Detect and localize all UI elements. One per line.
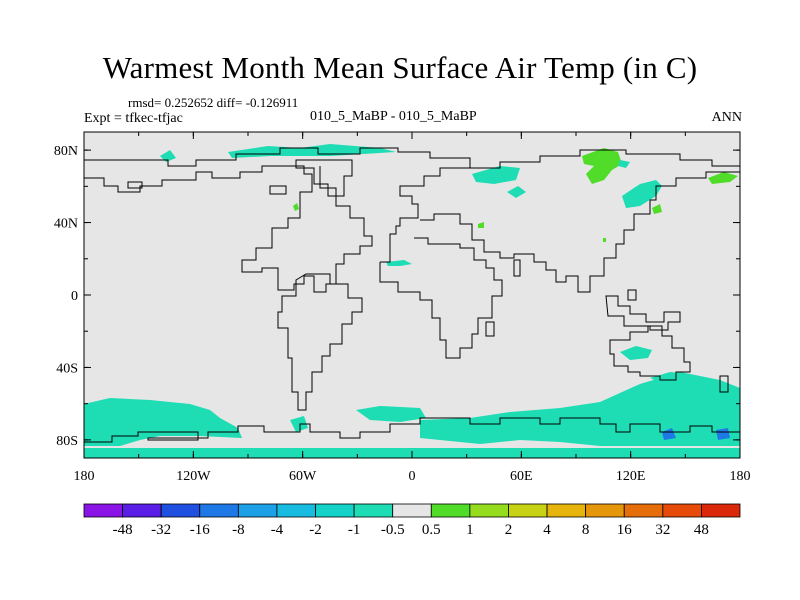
lat-tick-label: 40S [56, 361, 78, 376]
lon-tick-label: 120E [616, 469, 646, 484]
colorbar-label: -2 [309, 522, 322, 538]
colorbar-label: -8 [232, 522, 245, 538]
anomaly-patch [290, 416, 308, 432]
anomaly-patch [386, 260, 412, 266]
colorbar-label: -48 [113, 522, 133, 538]
colorbar-label: -0.5 [381, 522, 405, 538]
colorbar-swatch [83, 503, 123, 518]
colorbar-label: 16 [617, 522, 633, 538]
colorbar-swatch [392, 503, 432, 518]
lon-tick-label: 120W [176, 469, 211, 484]
anomaly-patch [582, 148, 622, 184]
anomaly-patch [652, 204, 662, 214]
plot-title: Warmest Month Mean Surface Air Temp (in … [102, 50, 698, 85]
coastline [380, 167, 470, 263]
experiment-label: Expt = tfkec-tfjac [84, 111, 183, 126]
coastline [84, 165, 373, 293]
lat-tick-label: 80S [56, 434, 78, 449]
coastline [277, 273, 363, 411]
anomaly-patch [160, 150, 176, 162]
coastline [84, 417, 740, 443]
period-label: ANN [711, 110, 742, 125]
coastline [609, 325, 691, 381]
anomaly-patch [708, 172, 738, 184]
anomaly-patch [356, 406, 426, 422]
lon-tick-label: 0 [409, 469, 416, 484]
coastline [513, 259, 521, 277]
stats-text: rmsd= 0.252652 diff= -0.126911 [128, 95, 299, 110]
colorbar-swatch [585, 503, 625, 518]
colorbar-swatch [160, 503, 201, 518]
colorbar-swatch [662, 503, 702, 518]
anomaly-patch [478, 222, 484, 228]
colorbar-label: -1 [348, 522, 361, 538]
colorbar-label: 32 [655, 522, 670, 538]
colorbar-swatch [701, 503, 741, 518]
coastlines [84, 147, 740, 443]
colorbar-swatch [353, 503, 394, 518]
colorbar-swatch [237, 503, 278, 518]
lon-tick-label: 60E [510, 469, 533, 484]
anomaly-patch [662, 428, 676, 440]
coastline [719, 375, 729, 393]
colorbar-label: -4 [271, 522, 284, 538]
colorbar-label: 1 [466, 522, 474, 538]
colorbar-label: -16 [190, 522, 210, 538]
lat-tick-label: 40N [54, 217, 78, 232]
anomaly-patch [84, 398, 242, 446]
lon-tick-label: 180 [74, 469, 95, 484]
coastline [420, 171, 740, 293]
plot-subtitle: 010_5_MaBP - 010_5_MaBP [310, 109, 477, 124]
colorbar-swatch [276, 503, 316, 518]
colorbar-swatch [122, 503, 162, 518]
coastline [485, 321, 495, 337]
lat-tick-label: 0 [71, 289, 78, 304]
colorbar-label: 2 [505, 522, 513, 538]
anomaly-patch [622, 180, 662, 208]
coastline [379, 237, 503, 359]
colorbar-label: 0.5 [422, 522, 441, 538]
anomaly-patch [472, 166, 520, 184]
colorbar-swatch [199, 503, 239, 518]
colorbar-label: 48 [694, 522, 709, 538]
anomaly-patch [620, 346, 652, 360]
anomaly-patch [507, 186, 526, 198]
colorbar-swatch [623, 503, 664, 518]
longitude-ticks: 180 120W 60W 0 60E 120E 180 [74, 132, 751, 484]
anomaly-patch [716, 428, 730, 440]
colorbar-swatch [546, 503, 587, 518]
anomaly-patch [618, 160, 630, 168]
colorbar-swatch [430, 503, 471, 518]
coastline [127, 181, 143, 189]
lon-tick-label: 180 [730, 469, 751, 484]
colorbar-label: -32 [151, 522, 171, 538]
coastline [269, 185, 287, 195]
colorbar-label: 4 [543, 522, 551, 538]
lat-tick-label: 80N [54, 144, 78, 159]
lon-tick-label: 60W [289, 469, 317, 484]
coastline [84, 147, 740, 169]
anomaly-patch [293, 203, 299, 211]
colorbar-swatch [315, 503, 355, 518]
colorbar-label: 8 [582, 522, 590, 538]
coastline [605, 295, 681, 331]
coastline [295, 159, 353, 197]
coastline [627, 289, 637, 301]
colorbar-swatch [508, 503, 548, 518]
colorbar-swatch [469, 503, 509, 518]
anomaly-patch [603, 238, 606, 242]
latitude-ticks: 80N 40N 0 40S 80S [54, 144, 740, 449]
colorbar: -48 -32 -16 -8 -4 -2 -1 -0.5 0.5 1 2 4 8 16 32 48 [83, 503, 741, 538]
